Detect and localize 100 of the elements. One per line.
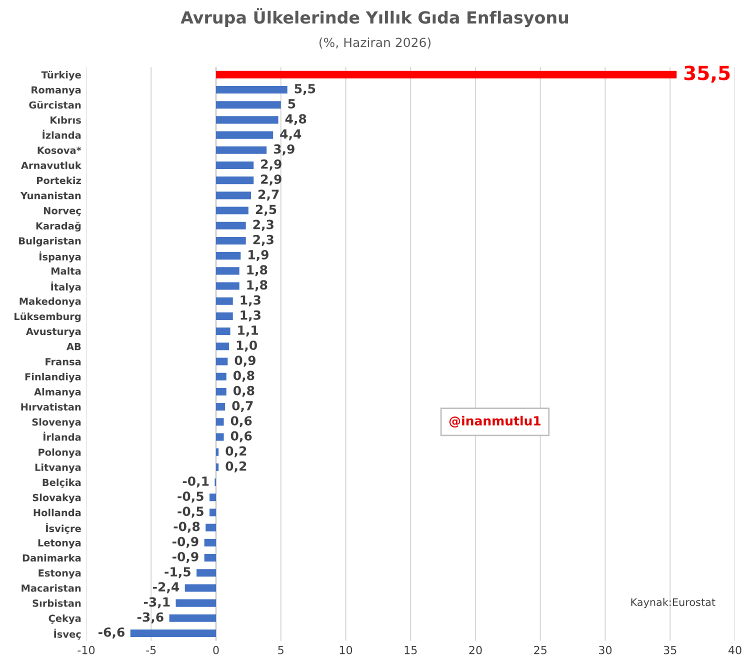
y-tick-label: İzlanda: [42, 130, 81, 139]
bar: [216, 403, 226, 411]
bar: [176, 599, 216, 607]
x-tick-label: -10: [78, 646, 95, 654]
data-label: 0,6: [230, 431, 252, 442]
y-tick-label: Slovakya: [32, 494, 81, 504]
data-label: 1,8: [247, 280, 268, 292]
data-label: 0,2: [226, 446, 246, 458]
bar: [184, 584, 216, 592]
data-label: 1,3: [240, 295, 261, 306]
bar: [216, 116, 278, 124]
bar: [216, 101, 281, 109]
data-label: 5,5: [294, 84, 316, 95]
y-tick-label: Danimarka: [22, 554, 81, 562]
y-tick-label: Gürcistan: [29, 101, 81, 109]
data-label: -3,1: [144, 597, 170, 608]
bar: [204, 538, 216, 546]
data-label: 2,5: [256, 204, 276, 216]
data-label: 3,9: [274, 144, 294, 156]
data-label: 0,7: [232, 400, 253, 412]
bar: [210, 508, 216, 516]
bar: [204, 554, 216, 562]
x-tick-label: 10: [340, 646, 352, 654]
bar: [169, 614, 216, 622]
data-label: 0,8: [233, 370, 254, 382]
bar: [216, 418, 224, 426]
bar: [130, 629, 216, 638]
data-label: 2,9: [261, 159, 282, 170]
data-label: -3,6: [137, 612, 164, 624]
bar: [216, 312, 233, 320]
y-tick-label: Slovenya: [32, 418, 81, 428]
y-tick-label: İrlanda: [44, 432, 81, 441]
data-label: 1,0: [236, 340, 258, 352]
x-tick-label: 5: [278, 646, 284, 654]
data-label: -0,9: [172, 536, 198, 548]
y-tick-label: Yunanistan: [20, 192, 81, 200]
data-label: -6,6: [98, 627, 125, 638]
y-tick-label: Arnavutluk: [21, 162, 82, 170]
y-tick-label: AB: [66, 343, 81, 350]
y-tick-label: Fransa: [46, 358, 81, 366]
bar: [216, 372, 226, 380]
bar: [216, 433, 224, 441]
data-label: -0,1: [182, 476, 209, 488]
data-label: 0,9: [234, 356, 256, 367]
data-label: 0,8: [233, 386, 254, 397]
data-label: 2,7: [258, 190, 279, 201]
bar: [216, 206, 248, 214]
bar: [216, 448, 219, 456]
bar: [206, 524, 216, 532]
y-tick-label: Litvanya: [35, 463, 81, 473]
y-tick-label: Almanya: [34, 388, 81, 398]
bar: [196, 569, 216, 577]
y-tick-label: Polonya: [38, 448, 81, 458]
data-label: 2,9: [261, 174, 282, 186]
x-tick-label: 30: [599, 646, 612, 654]
x-tick-label: 35: [664, 646, 676, 654]
bar: [216, 342, 229, 350]
data-label: -0,9: [172, 552, 198, 563]
bar: [216, 463, 219, 471]
y-tick-label: İtalya: [51, 282, 81, 293]
data-label: -0,5: [178, 506, 204, 518]
data-label: -2,4: [153, 582, 180, 594]
bar: [216, 267, 240, 275]
bar: [216, 70, 677, 78]
data-label: -1,5: [164, 567, 190, 578]
x-tick-label: -5: [146, 646, 156, 654]
y-tick-label: Hollanda: [34, 508, 81, 516]
data-label: 1,1: [238, 326, 258, 337]
bar: [216, 358, 228, 366]
chart-title: Avrupa Ülkelerinde Yıllık Gıda Enflasyonu: [180, 8, 568, 28]
bar: [216, 328, 230, 336]
data-label: 0,2: [226, 461, 246, 472]
data-label: 5: [288, 99, 296, 108]
data-label: 1,3: [240, 310, 261, 322]
bar: [216, 252, 241, 260]
annotation: Kaynak:Eurostat: [631, 598, 716, 608]
y-tick-label: İsveç: [54, 628, 81, 640]
data-label: 4,8: [285, 114, 306, 126]
y-tick-label: Letonya: [38, 539, 81, 548]
x-tick-label: 15: [404, 646, 417, 654]
y-tick-label: Finlandiya: [25, 372, 81, 382]
y-tick-label: Türkiye: [41, 70, 81, 81]
bar: [216, 161, 254, 170]
bar: [216, 388, 226, 396]
data-label: 2,3: [253, 220, 274, 231]
y-tick-label: Hırvatistan: [21, 403, 81, 411]
bar: [216, 146, 267, 154]
data-label: 0,6: [230, 416, 252, 428]
y-tick-label: Kıbrıs: [50, 116, 81, 124]
x-tick-label: 0: [213, 646, 219, 654]
data-label: 1,9: [248, 250, 268, 262]
y-tick-label: Portekiz: [36, 176, 81, 184]
data-label: 1,8: [247, 265, 268, 276]
y-tick-label: Makedonya: [20, 297, 81, 307]
y-tick-label: Bulgaristan: [19, 237, 81, 247]
y-tick-label: Norveç: [44, 207, 81, 216]
y-tick-label: Karadağ: [36, 222, 81, 232]
bar: [216, 86, 288, 94]
x-tick-label: 25: [534, 646, 546, 654]
y-tick-label: Malta: [52, 267, 81, 275]
